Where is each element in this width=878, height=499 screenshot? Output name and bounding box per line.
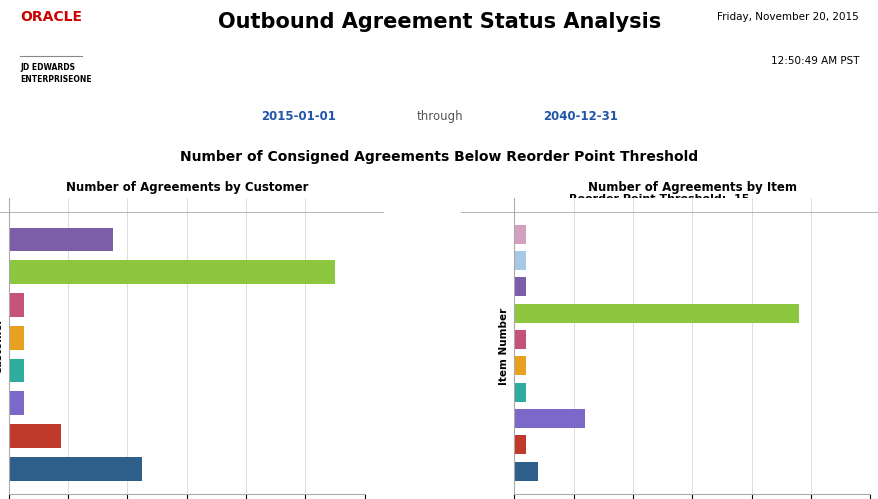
Bar <box>514 409 585 428</box>
Bar <box>514 277 526 296</box>
Title: Number of Agreements by Customer: Number of Agreements by Customer <box>66 181 307 194</box>
Text: JD EDWARDS
ENTERPRISEONE: JD EDWARDS ENTERPRISEONE <box>20 63 91 84</box>
Bar <box>9 359 24 382</box>
Bar <box>9 228 112 251</box>
Title: Number of Agreements by Item: Number of Agreements by Item <box>587 181 795 194</box>
Bar <box>9 260 335 284</box>
Y-axis label: Customer: Customer <box>0 318 4 374</box>
Bar <box>9 457 142 481</box>
Text: 2040-12-31: 2040-12-31 <box>543 110 617 123</box>
Bar <box>514 383 526 402</box>
Text: ORACLE: ORACLE <box>20 10 82 24</box>
Text: 12:50:49 AM PST: 12:50:49 AM PST <box>770 56 858 66</box>
Text: Reorder Point Threshold:  15: Reorder Point Threshold: 15 <box>568 194 748 204</box>
Bar <box>9 392 24 415</box>
Bar <box>514 251 526 270</box>
Text: Friday, November 20, 2015: Friday, November 20, 2015 <box>716 12 858 22</box>
Y-axis label: Item Number: Item Number <box>498 307 508 385</box>
Bar <box>9 293 24 317</box>
Bar <box>514 225 526 244</box>
Text: Outbound Agreement Status Analysis: Outbound Agreement Status Analysis <box>218 12 660 32</box>
Bar <box>514 435 526 454</box>
Bar <box>514 303 798 322</box>
Text: 2015-01-01: 2015-01-01 <box>261 110 335 123</box>
Bar <box>514 330 526 349</box>
Bar <box>514 356 526 375</box>
Bar <box>9 326 24 350</box>
Bar <box>514 462 537 481</box>
Text: through: through <box>415 110 463 123</box>
Bar <box>9 424 61 448</box>
Text: Number of Consigned Agreements Below Reorder Point Threshold: Number of Consigned Agreements Below Reo… <box>180 150 698 164</box>
